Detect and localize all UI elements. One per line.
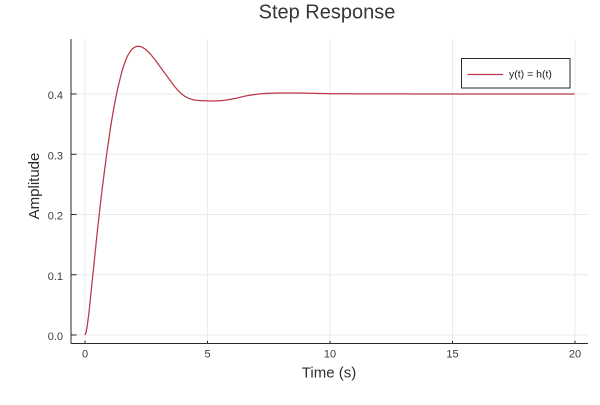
svg-text:y(t) = h(t): y(t) = h(t) <box>509 69 552 81</box>
svg-text:0.2: 0.2 <box>48 211 63 223</box>
svg-text:0.1: 0.1 <box>48 271 63 283</box>
svg-text:Amplitude: Amplitude <box>26 153 43 220</box>
svg-text:5: 5 <box>204 349 210 361</box>
svg-text:0.3: 0.3 <box>48 150 63 162</box>
svg-text:Step Response: Step Response <box>259 2 396 24</box>
svg-text:15: 15 <box>446 349 458 361</box>
svg-text:20: 20 <box>569 349 581 361</box>
svg-text:0.4: 0.4 <box>48 90 63 102</box>
svg-text:Time (s): Time (s) <box>302 364 356 381</box>
svg-text:10: 10 <box>324 349 336 361</box>
svg-text:0: 0 <box>82 349 88 361</box>
svg-text:0.0: 0.0 <box>48 331 63 343</box>
